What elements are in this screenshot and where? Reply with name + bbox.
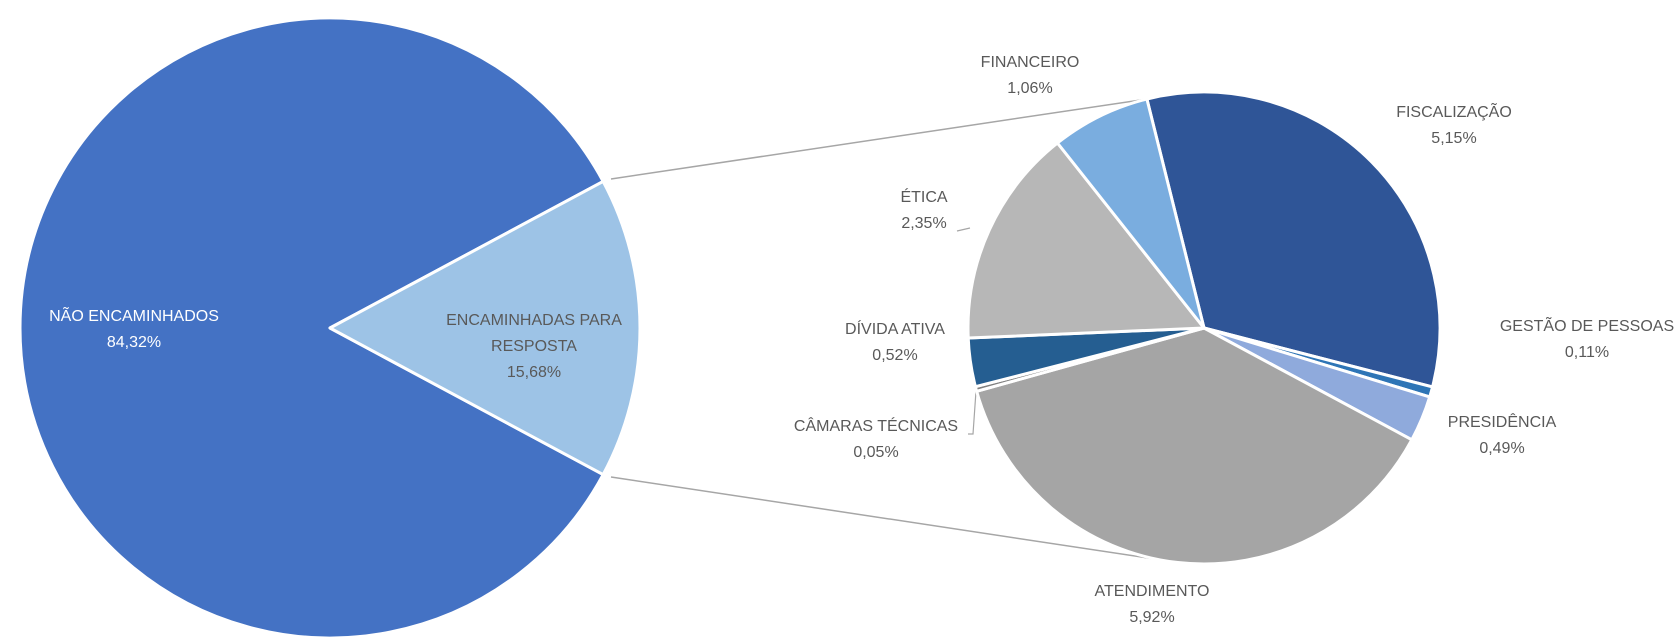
leader-line xyxy=(956,227,971,232)
pie-slice xyxy=(1145,90,1442,389)
pie-slice xyxy=(328,179,642,477)
label-name: NÃO ENCAMINHADOS xyxy=(49,308,219,325)
label-name: DÍVIDA ATIVA xyxy=(845,321,945,338)
label-name: FISCALIZAÇÃO xyxy=(1396,104,1512,121)
data-label: GESTÃO DE PESSOAS 0,11% xyxy=(1500,314,1674,366)
label-name: ENCAMINHADAS PARA RESPOSTA xyxy=(446,312,622,355)
label-name: GESTÃO DE PESSOAS xyxy=(1499,318,1675,335)
data-label: FINANCEIRO 1,06% xyxy=(981,50,1080,102)
label-name: PRESIDÊNCIA xyxy=(1447,414,1557,431)
label-value: 84,32% xyxy=(106,334,162,351)
data-label: FISCALIZAÇÃO 5,15% xyxy=(1396,100,1512,152)
label-value: 0,11% xyxy=(1564,344,1610,361)
label-value: 0,52% xyxy=(872,347,918,364)
data-label: ÉTICA 2,35% xyxy=(900,185,947,237)
label-value: 2,35% xyxy=(901,215,947,232)
data-label: PRESIDÊNCIA 0,49% xyxy=(1448,410,1556,462)
label-name: ÉTICA xyxy=(900,189,948,206)
label-value: 15,68% xyxy=(506,364,562,381)
label-name: ATENDIMENTO xyxy=(1094,583,1210,600)
connector-line xyxy=(610,98,1148,180)
pie-slice xyxy=(966,141,1206,340)
label-name: CÂMARAS TÉCNICAS xyxy=(793,418,959,435)
data-label: CÂMARAS TÉCNICAS 0,05% xyxy=(794,414,958,466)
data-label: DÍVIDA ATIVA 0,52% xyxy=(845,317,945,369)
label-value: 0,05% xyxy=(853,444,899,461)
label-value: 1,06% xyxy=(1007,80,1053,97)
label-value: 0,49% xyxy=(1479,440,1525,457)
pie-slice xyxy=(1055,97,1206,330)
label-value: 5,15% xyxy=(1431,130,1477,147)
leader-line xyxy=(968,390,977,435)
connector-line xyxy=(610,476,1169,562)
pie-slice xyxy=(975,326,1414,566)
data-label: ENCAMINHADAS PARA RESPOSTA 15,68% xyxy=(434,308,634,386)
label-value: 5,92% xyxy=(1129,609,1175,626)
data-label: NÃO ENCAMINHADOS 84,32% xyxy=(49,304,219,356)
pie-slice xyxy=(18,16,605,640)
label-name: FINANCEIRO xyxy=(980,54,1080,71)
data-label: ATENDIMENTO 5,92% xyxy=(1095,579,1210,631)
